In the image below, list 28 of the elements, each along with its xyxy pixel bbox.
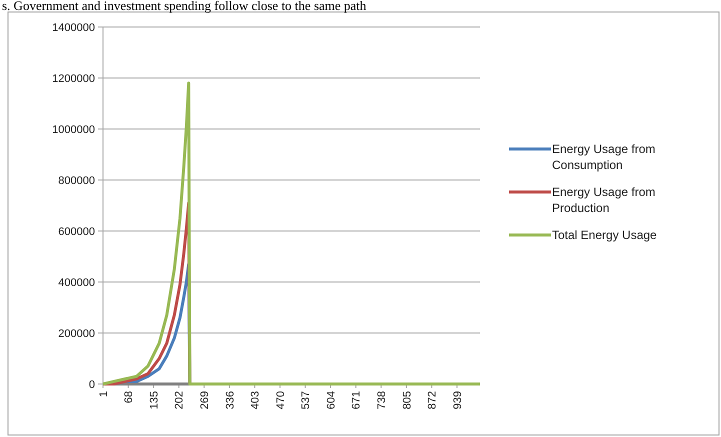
x-tick-label: 872	[426, 391, 439, 410]
y-tick-label: 800000	[58, 174, 95, 187]
x-tick-label: 738	[376, 391, 388, 410]
line-series	[102, 82, 482, 386]
x-tick-label: 269	[198, 391, 211, 410]
y-tick-label: 200000	[58, 328, 95, 340]
y-tick-label: 1200000	[52, 72, 95, 85]
x-tick-label: 336	[224, 391, 236, 410]
x-tick-label: 470	[274, 391, 287, 410]
x-tick-label: 1	[98, 391, 110, 398]
y-tick-label: 0	[88, 378, 95, 391]
x-tick-label: 939	[452, 391, 464, 410]
y-tick-label: 600000	[58, 226, 95, 238]
x-tick-label: 671	[350, 391, 363, 410]
x-tick-label: 135	[148, 391, 160, 410]
legend-label: Energy Usage from Production	[552, 185, 656, 215]
y-tick-label: 1000000	[52, 124, 95, 136]
x-tick-label: 805	[401, 391, 414, 410]
x-tick-label: 604	[325, 391, 338, 410]
legend-label: Energy Usage from Consumption	[552, 142, 656, 172]
y-tick-label: 1400000	[52, 22, 95, 34]
x-tick-label: 68	[123, 391, 136, 404]
x-tick-label: 537	[300, 391, 312, 410]
text: s. Government and investment spending follow close to the same path	[2, 0, 367, 13]
x-tick-label: 403	[250, 391, 262, 410]
y-tick-label: 400000	[58, 276, 95, 289]
x-tick-label: 202	[174, 391, 186, 410]
legend-label: Total Energy Usage	[552, 228, 658, 242]
